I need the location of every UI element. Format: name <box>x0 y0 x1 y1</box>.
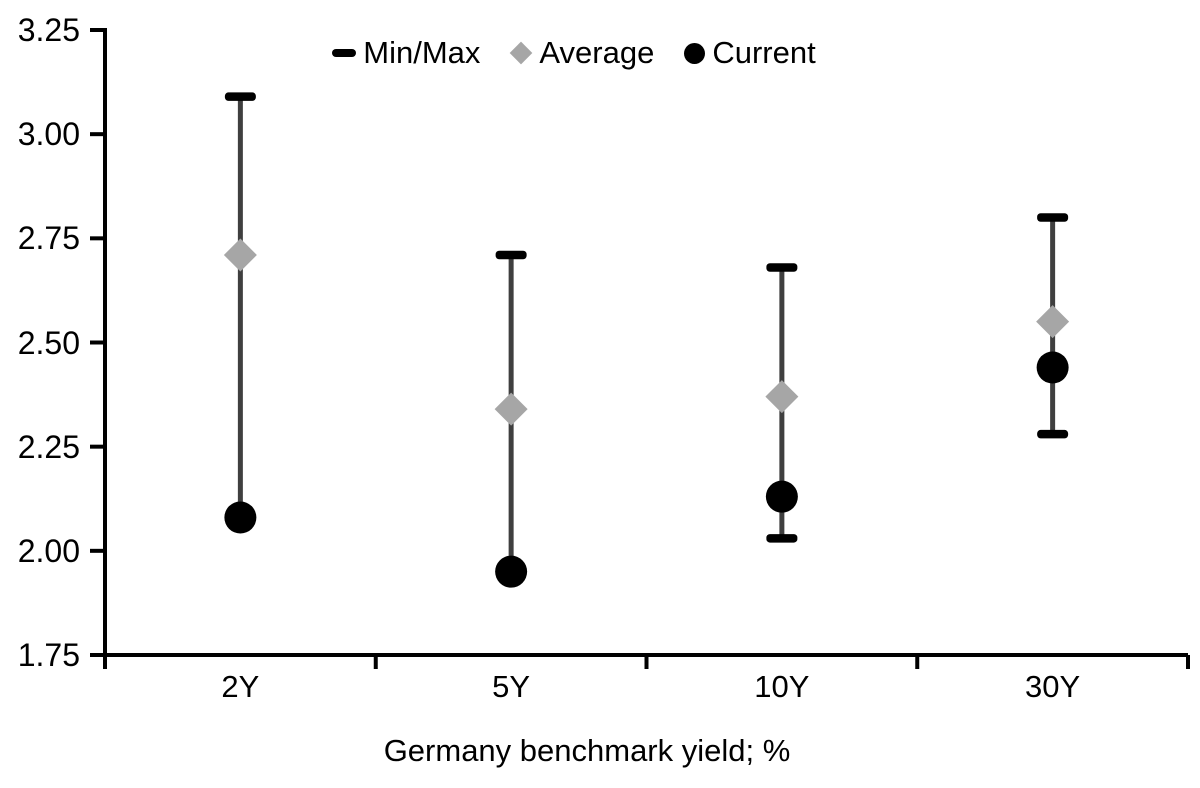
y-axis-tick-label: 2.75 <box>17 220 80 257</box>
max-cap-10Y <box>766 263 798 272</box>
max-cap-5Y <box>495 250 527 260</box>
dash-icon <box>332 49 357 57</box>
circle-icon <box>684 42 706 64</box>
current-marker-30Y <box>1036 351 1069 384</box>
average-marker-5Y <box>494 392 528 426</box>
y-axis-tick-label: 2.25 <box>17 428 80 465</box>
legend-label: Current <box>712 35 816 70</box>
y-axis-tick-label: 3.00 <box>17 116 80 153</box>
current-marker-2Y <box>224 501 257 534</box>
legend-item-current: Current <box>684 34 816 72</box>
x-axis-category-label-30Y: 30Y <box>1025 669 1081 704</box>
legend-label: Min/Max <box>363 35 481 70</box>
max-cap-30Y <box>1037 213 1069 222</box>
chart-legend: Min/Max Average Current <box>0 34 1148 72</box>
current-marker-10Y <box>765 480 798 513</box>
min-cap-10Y <box>766 534 798 543</box>
y-axis-tick-label: 2.50 <box>17 324 80 361</box>
y-axis-tick-label: 3.25 <box>17 12 80 48</box>
legend-item-average: Average <box>510 34 654 72</box>
average-marker-30Y <box>1036 305 1070 339</box>
average-marker-2Y <box>223 238 257 272</box>
max-cap-2Y <box>224 92 256 101</box>
average-marker-10Y <box>765 380 799 414</box>
x-axis-title: Germany benchmark yield; % <box>383 733 791 768</box>
current-marker-5Y <box>495 555 528 588</box>
x-axis-category-label-5Y: 5Y <box>492 669 531 704</box>
min-cap-30Y <box>1037 429 1069 439</box>
y-axis-tick-label: 1.75 <box>17 637 80 673</box>
legend-label: Average <box>539 35 655 70</box>
legend-item-min-max: Min/Max <box>332 34 480 72</box>
x-axis-category-label-2Y: 2Y <box>221 669 260 704</box>
y-axis-tick-label: 2.00 <box>17 532 80 569</box>
x-axis-category-label-10Y: 10Y <box>754 669 810 704</box>
